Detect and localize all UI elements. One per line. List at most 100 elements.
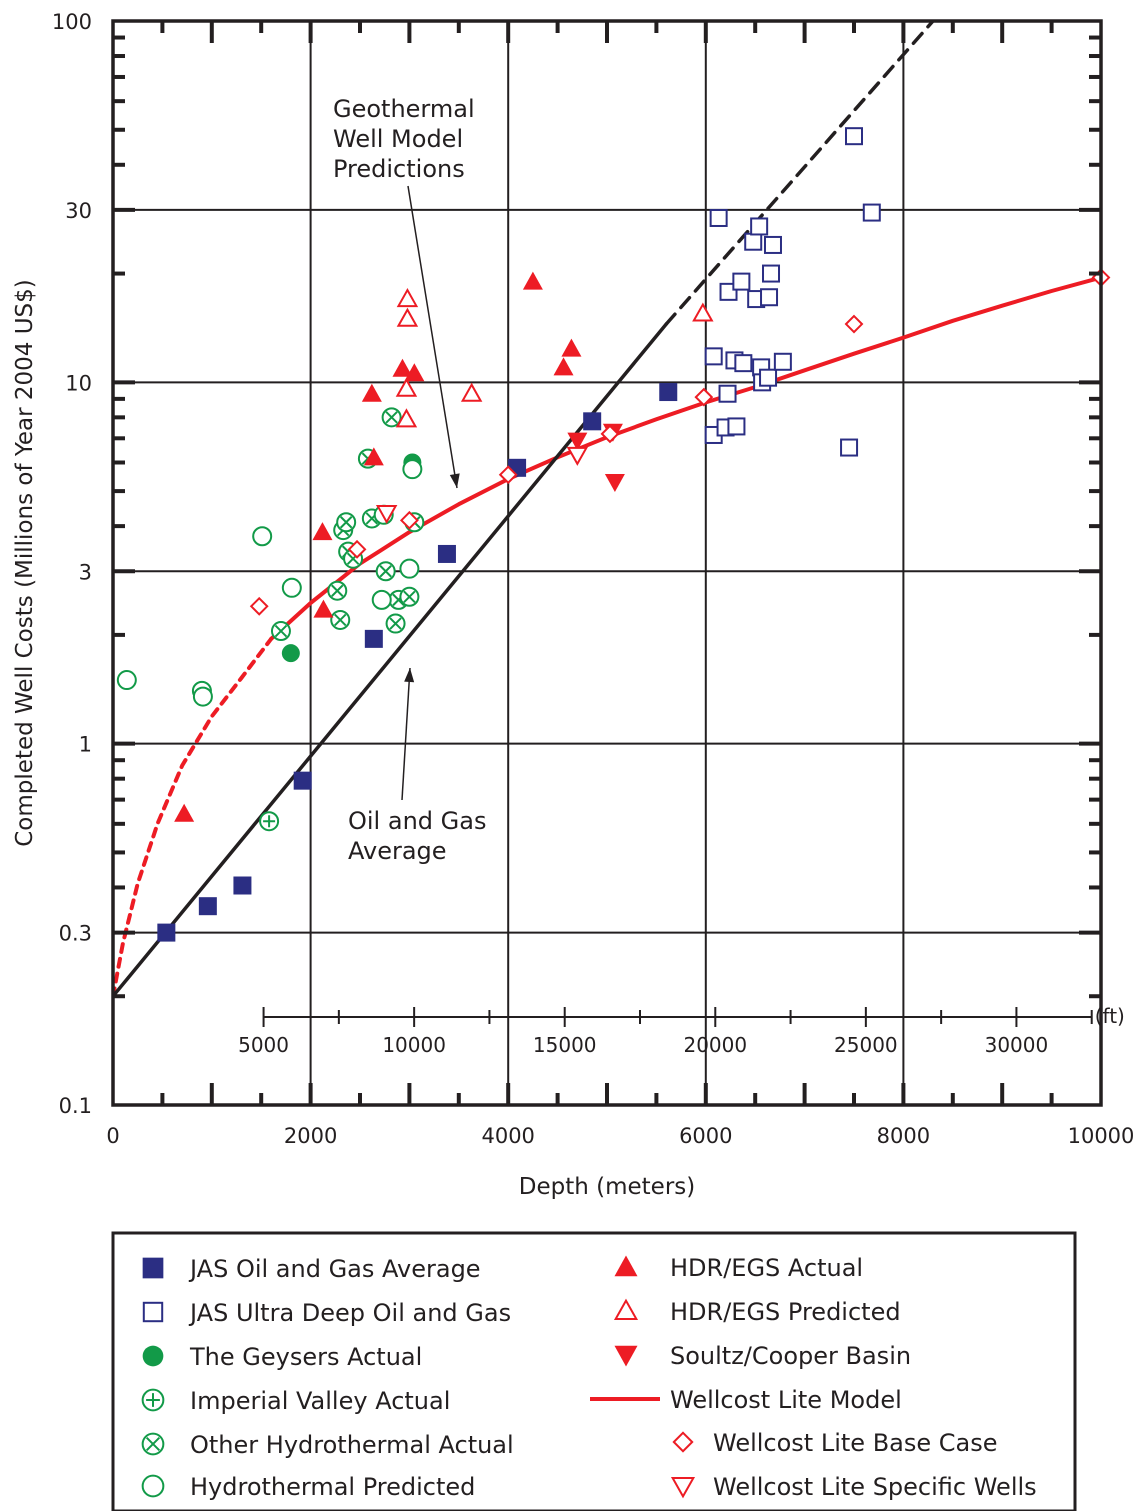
y-tick-label: 10 (65, 371, 92, 395)
point-hdr-actual (361, 383, 382, 402)
legend-item-hydro-pred: Hydrothermal Predicted (141, 1473, 475, 1501)
legend-label: Wellcost Lite Specific Wells (713, 1473, 1037, 1501)
legend-label: The Geysers Actual (189, 1343, 422, 1371)
y-tick-label: 0.1 (59, 1094, 92, 1118)
point-jas-ultra (760, 288, 779, 307)
point-jas-avg (198, 897, 217, 916)
point-other-hydro (385, 613, 406, 634)
point-jas-avg (293, 771, 312, 790)
y-tick-label: 1 (79, 733, 92, 757)
point-jas-ultra (862, 203, 881, 222)
point-jas-avg (437, 544, 456, 563)
x-tick-label: 6000 (679, 1124, 732, 1148)
legend-swatch (142, 1301, 164, 1323)
point-jas-avg (233, 876, 252, 895)
point-wl-base (600, 424, 620, 444)
feet-tick-label: 20000 (683, 1033, 747, 1057)
point-hdr-actual (363, 447, 384, 466)
legend-swatch (614, 1345, 638, 1367)
point-jas-ultra (704, 347, 723, 366)
point-hydro-pred (371, 589, 392, 610)
point-hdr-actual (174, 803, 195, 822)
legend-label: Hydrothermal Predicted (190, 1473, 475, 1501)
oil-gas-annotation: Oil and Gas Average (348, 807, 486, 865)
point-other-hydro (327, 580, 348, 601)
point-hydro-pred (281, 577, 302, 598)
legend-label: Imperial Valley Actual (190, 1387, 450, 1415)
point-hdr-actual (522, 271, 543, 290)
point-hdr-pred (460, 382, 483, 402)
y-axis-title: Completed Well Costs (Millions of Year 2… (12, 279, 38, 847)
legend-item-wl-specific: Wellcost Lite Specific Wells (670, 1473, 1037, 1501)
point-hdr-actual (561, 338, 582, 357)
point-hydro-pred (192, 686, 213, 707)
point-wl-base (347, 539, 367, 559)
y-tick-label: 100 (52, 10, 92, 34)
point-jas-ultra (727, 417, 746, 436)
point-hdr-actual (404, 363, 425, 382)
geothermal-model-annotation: Geothermal Well Model Predictions (333, 95, 475, 183)
point-jas-ultra (759, 368, 778, 387)
point-wl-base (844, 314, 864, 334)
legend-label: HDR/EGS Predicted (670, 1298, 901, 1326)
y-tick-label: 0.3 (59, 922, 92, 946)
point-imperial (259, 811, 280, 832)
feet-tick-label: 15000 (533, 1033, 597, 1057)
point-jas-avg (364, 629, 383, 648)
annotations: Geothermal Well Model Predictions Oil and G… (333, 95, 486, 865)
legend-item-jas-avg: JAS Oil and Gas Average (142, 1255, 481, 1283)
point-hdr-pred (395, 408, 418, 428)
feet-tick-label: 25000 (834, 1033, 898, 1057)
legend-swatch (672, 1431, 694, 1453)
legend-label: Wellcost Lite Base Case (713, 1429, 998, 1457)
point-wl-base (249, 596, 269, 616)
legend-item-hdr-actual: HDR/EGS Actual (614, 1254, 863, 1282)
point-wl-base (694, 387, 714, 407)
x-tick-label: 8000 (877, 1124, 930, 1148)
point-hydro-pred (116, 670, 137, 691)
point-wl-base (498, 465, 518, 485)
legend-item-imperial: Imperial Valley Actual (141, 1387, 450, 1415)
legend-swatch (141, 1474, 165, 1498)
point-jas-ultra (773, 352, 792, 371)
point-jas-ultra (762, 264, 781, 283)
point-hdr-actual (312, 522, 333, 541)
point-jas-ultra (709, 208, 728, 227)
feet-tick-label: 30000 (985, 1033, 1049, 1057)
point-other-hydro (375, 561, 396, 582)
point-hdr-actual (313, 599, 334, 618)
feet-unit-label: (ft) (1095, 1004, 1125, 1028)
point-hydro-pred (402, 459, 423, 480)
plot-frame (111, 19, 1103, 1107)
legend-item-wl-base: Wellcost Lite Base Case (672, 1429, 998, 1457)
series-wl-model (269, 275, 1101, 641)
legend-item-soultz: Soultz/Cooper Basin (614, 1342, 911, 1370)
legend-box (111, 1231, 1077, 1511)
grid-lines (113, 21, 1101, 1105)
legend-swatch (141, 1432, 165, 1456)
point-jas-avg (583, 412, 602, 431)
frame-ticks (113, 21, 1101, 1105)
point-jas-ultra (718, 384, 737, 403)
point-jas-ultra (732, 272, 751, 291)
tick-labels: 0 2000 4000 6000 8000 10000 0.1 0.3 1 3 10 30 100 (52, 10, 1135, 1148)
point-jas-avg (659, 383, 678, 402)
x-tick-label: 4000 (481, 1124, 534, 1148)
series-wl-dashed (113, 636, 274, 999)
point-jas-avg (157, 923, 176, 942)
point-other-hydro (330, 609, 351, 630)
legend-item-jas-ultra: JAS Ultra Deep Oil and Gas (142, 1299, 511, 1327)
point-wl-specific (375, 504, 398, 524)
legend-swatch (614, 1255, 638, 1277)
series-og-dashed (664, 21, 935, 326)
data-markers (116, 127, 1111, 942)
legend: JAS Oil and Gas Average JAS Ultra Deep Oi… (141, 1254, 1037, 1501)
feet-tick-label: 10000 (382, 1033, 446, 1057)
point-hdr-pred (692, 302, 714, 322)
point-soultz (567, 432, 588, 451)
point-soultz (604, 473, 625, 492)
legend-item-wl-model: Wellcost Lite Model (590, 1386, 902, 1414)
point-hydro-pred (399, 558, 420, 579)
legend-item-hdr-pred: HDR/EGS Predicted (613, 1298, 901, 1326)
